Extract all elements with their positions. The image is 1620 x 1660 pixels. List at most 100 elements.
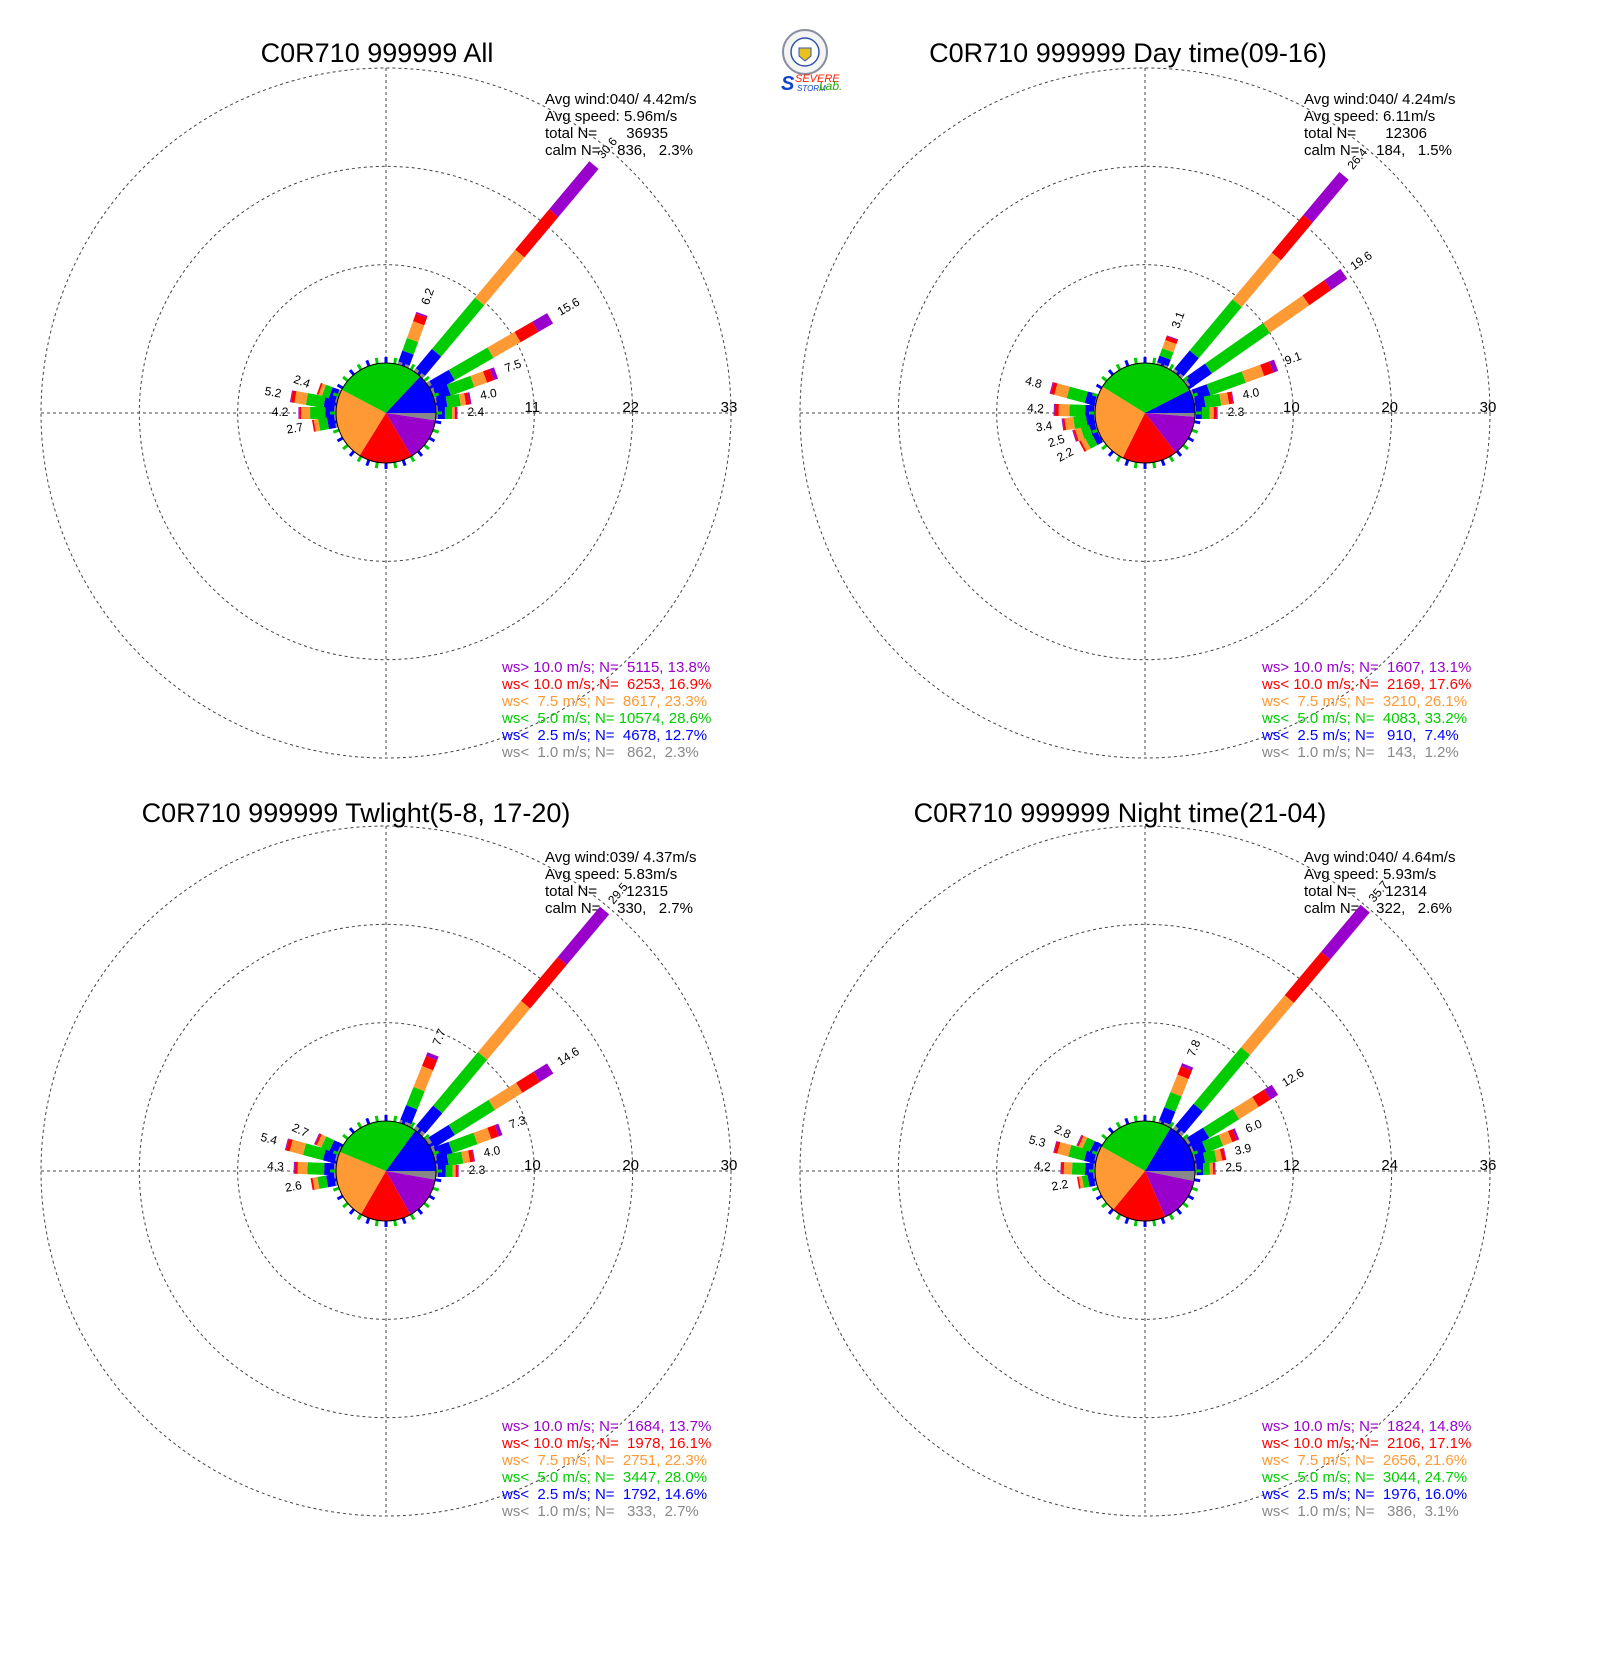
minor-spoke [1091, 1150, 1099, 1156]
grid-ring [799, 67, 1491, 759]
legend-entry-gt10: ws> 10.0 m/s; N= 5115, 13.8% [501, 659, 710, 676]
spoke-label: 6.2 [418, 286, 437, 307]
spoke-segment-lt10 [316, 382, 323, 395]
spoke-segment-lt7_5 [1214, 1148, 1223, 1162]
minor-spoke [1091, 428, 1099, 434]
minor-spoke [348, 369, 356, 376]
pie-slice-lt5 [1102, 362, 1190, 413]
spoke-label: 4.8 [1024, 373, 1044, 391]
spoke-segment-lt7_5 [1263, 295, 1310, 333]
minor-spoke [365, 459, 371, 467]
minor-spoke [401, 459, 407, 467]
spoke-segment-lt5 [431, 297, 485, 357]
pie-slice-lt1 [386, 413, 436, 421]
minor-spoke [1175, 1127, 1183, 1134]
spoke-segment-lt10 [1050, 382, 1058, 395]
spoke-segment-lt7_5 [1219, 392, 1230, 406]
grid-ring [996, 1022, 1294, 1320]
spoke-segment-lt5 [1085, 434, 1098, 449]
pie-slice-lt7_5 [1095, 386, 1145, 458]
stat-line: Avg speed: 5.93m/s [1304, 866, 1436, 883]
stat-line: Avg wind:040/ 4.42m/s [545, 91, 696, 108]
minor-spoke [1107, 1208, 1115, 1215]
minor-spoke [1193, 1159, 1201, 1164]
minor-spoke [1182, 1201, 1189, 1209]
spoke-segment-lt10 [413, 313, 428, 326]
spoke-label: 3.4 [1035, 418, 1054, 434]
minor-spoke [428, 1194, 436, 1201]
spoke-segment-gt10 [456, 407, 458, 419]
stat-line: Avg wind:040/ 4.64m/s [1304, 849, 1455, 866]
pie-slice-lt7_5 [336, 1151, 386, 1215]
spoke-label: 4.2 [1034, 1159, 1051, 1174]
spoke-label: 2.3 [1228, 405, 1245, 419]
spoke-segment-lt5 [446, 1151, 464, 1167]
minor-spoke [1175, 369, 1183, 376]
minor-spoke [342, 443, 349, 451]
stat-line: calm N= 836, 2.3% [545, 142, 693, 159]
spoke-segment-lt10 [515, 209, 559, 258]
minor-spoke [332, 392, 340, 398]
minor-spoke [1115, 1121, 1122, 1129]
spoke-segment-lt5 [305, 393, 326, 409]
pie-slice-gt10 [386, 1171, 436, 1215]
minor-spoke [356, 455, 363, 463]
pie-slice-lt7_5 [336, 389, 386, 456]
spoke-segment-gt10 [1180, 1063, 1194, 1071]
spoke-segment-lt5 [448, 347, 494, 381]
ring-label: 33 [721, 399, 738, 416]
pie-slice-lt10 [360, 1171, 411, 1221]
spoke-segment-lt7_5 [488, 1082, 523, 1110]
spoke-label: 5.4 [259, 1130, 279, 1148]
spoke-label: 4.2 [272, 405, 289, 419]
spoke-label: 3.9 [1233, 1141, 1253, 1158]
ring-label: 30 [1480, 399, 1497, 416]
minor-spoke [348, 1208, 356, 1215]
spoke-segment-lt10 [1053, 1141, 1061, 1154]
spoke-segment-gt10 [284, 1138, 289, 1151]
pie-slice-lt10 [1122, 413, 1176, 464]
spoke-segment-lt10 [1213, 407, 1217, 419]
spoke-segment-lt5 [307, 1162, 325, 1175]
spoke-segment-lt7_5 [406, 321, 425, 343]
legend-entry-lt10: ws< 10.0 m/s; N= 2169, 17.6% [1261, 676, 1471, 693]
minor-spoke [365, 359, 371, 367]
spoke-segment-lt7_5 [1063, 1162, 1073, 1175]
spoke-segment-lt5 [1203, 393, 1222, 409]
spoke-segment-lt5 [406, 1086, 425, 1110]
spoke-label: 4.0 [479, 386, 498, 403]
pie-slice-lt2_5 [386, 1130, 436, 1171]
spoke-segment-gt10 [1166, 335, 1179, 341]
spoke-segment-lt10 [1212, 1162, 1215, 1175]
minor-spoke [348, 1127, 356, 1134]
minor-spoke [393, 1219, 398, 1227]
spoke-segment-lt5 [1193, 1047, 1251, 1112]
panel-title: C0R710 999999 Day time(09-16) [929, 38, 1327, 68]
spoke-segment-lt5 [445, 1165, 453, 1177]
spoke-segment-lt10 [1077, 1135, 1084, 1147]
grid-ring [897, 165, 1393, 661]
legend-entry-lt5: ws< 5.0 m/s; N= 10574, 28.6% [501, 710, 711, 727]
pie-slice-lt1 [386, 1171, 436, 1180]
spoke-segment-lt5 [433, 1052, 488, 1114]
minor-spoke [1152, 1219, 1157, 1227]
minor-spoke [374, 1219, 379, 1227]
pie-outline [335, 1120, 437, 1222]
minor-spoke [1095, 1194, 1103, 1201]
stat-line: Avg speed: 5.96m/s [545, 108, 677, 125]
minor-spoke [1182, 375, 1189, 383]
minor-spoke [365, 1117, 371, 1125]
minor-spoke [401, 359, 407, 367]
spoke-label: 19.6 [1348, 248, 1375, 273]
pie-slice-gt10 [1145, 1171, 1195, 1217]
spoke-segment-lt5 [445, 394, 461, 409]
logo-text-lab: Lab. [819, 79, 842, 93]
spoke-segment-lt7_5 [1064, 417, 1075, 431]
minor-spoke [332, 1186, 340, 1192]
stat-line: calm N= 322, 2.6% [1304, 900, 1452, 917]
spoke-segment-lt5 [448, 1099, 495, 1136]
minor-spoke [409, 1121, 416, 1129]
spoke-segment-lt5 [1071, 1162, 1086, 1175]
minor-spoke [434, 1159, 442, 1164]
minor-spoke [423, 375, 430, 383]
